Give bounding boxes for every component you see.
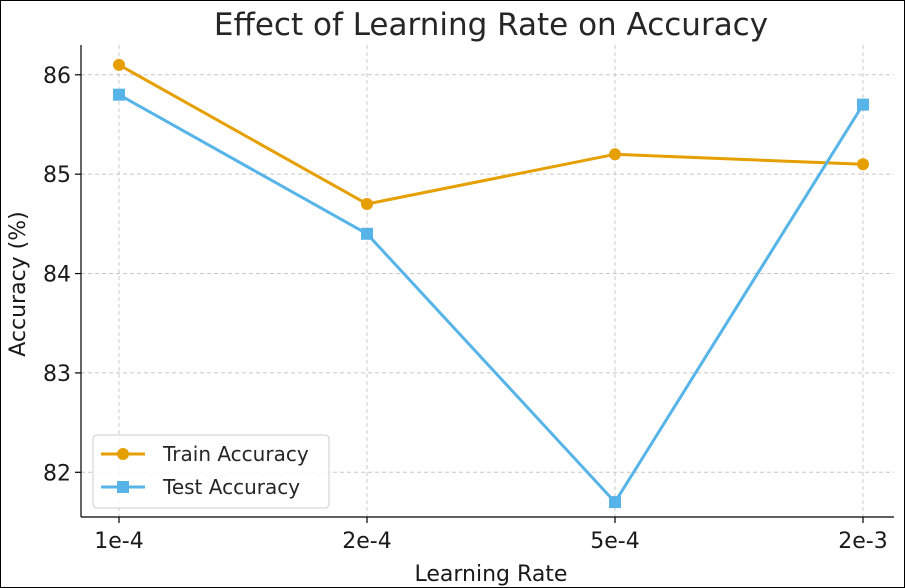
series <box>113 58 869 509</box>
data-point <box>361 197 373 210</box>
legend-marker <box>117 481 129 493</box>
series-line <box>118 63 864 206</box>
chart-title: Effect of Learning Rate on Accuracy <box>214 7 768 43</box>
y-tick-label: 84 <box>43 263 71 288</box>
legend-label: Train Accuracy <box>162 442 309 466</box>
series-train-accuracy <box>113 58 869 210</box>
ticks: 82 83 84 85 86 1e-4 2e-4 5e-4 2e-3 <box>43 64 888 554</box>
y-tick-label: 83 <box>43 362 71 387</box>
data-point <box>857 158 869 171</box>
axes <box>80 45 894 518</box>
y-tick-label: 86 <box>43 64 71 89</box>
series-test-accuracy <box>113 88 869 509</box>
legend-entry: Train Accuracy <box>101 442 309 466</box>
y-axis-title: Accuracy (%) <box>6 211 31 357</box>
y-tick-label: 85 <box>43 163 71 188</box>
grid <box>81 45 894 517</box>
data-point <box>857 98 869 111</box>
series-line <box>118 93 865 504</box>
y-tick-label: 82 <box>43 461 71 486</box>
x-axis-title: Learning Rate <box>415 562 568 587</box>
data-point <box>609 148 621 161</box>
legend-label: Test Accuracy <box>162 475 300 499</box>
data-point <box>609 496 621 509</box>
x-tick-label: 2e-3 <box>838 529 887 554</box>
data-point <box>113 58 125 71</box>
x-tick-label: 1e-4 <box>94 529 143 554</box>
x-tick-label: 5e-4 <box>590 529 639 554</box>
legend: Train Accuracy Test Accuracy <box>92 434 330 509</box>
data-point <box>361 227 373 240</box>
legend-marker <box>117 448 129 460</box>
legend-entry: Test Accuracy <box>101 475 300 499</box>
x-tick-label: 2e-4 <box>342 529 391 554</box>
legend-box <box>92 434 330 509</box>
data-point <box>113 88 125 101</box>
